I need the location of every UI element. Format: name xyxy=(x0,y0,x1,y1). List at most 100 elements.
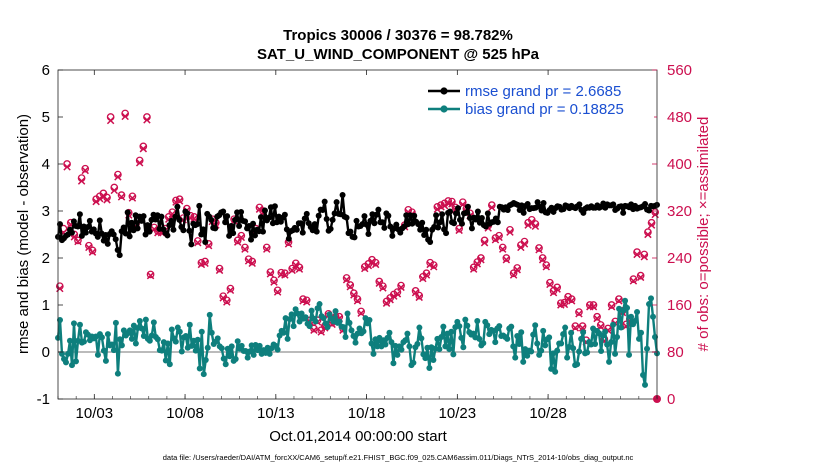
rmse-point xyxy=(184,210,191,217)
rmse-point xyxy=(70,218,77,225)
rmse-point xyxy=(281,211,288,218)
rmse-point xyxy=(194,221,201,228)
left-axis-label: rmse and bias (model - observation) xyxy=(15,114,32,354)
bias-point xyxy=(402,337,409,344)
obs-assimilated-marker xyxy=(593,314,601,323)
bias-point xyxy=(504,335,511,342)
obs-assimilated-marker xyxy=(117,193,126,201)
bias-point xyxy=(530,331,537,338)
bias-point xyxy=(626,351,633,358)
obs-assimilated-marker xyxy=(270,278,278,286)
bias-point xyxy=(386,329,393,336)
rmse-point xyxy=(339,192,346,199)
x-axis-label: Oct.01,2014 00:00:00 start xyxy=(269,428,447,445)
bias-point xyxy=(192,347,199,354)
rmse-point xyxy=(311,221,318,228)
bias-point xyxy=(634,309,641,316)
y-left-tick-label: 1 xyxy=(42,297,50,314)
obs-assimilated-marker xyxy=(143,116,151,124)
bias-point xyxy=(80,338,87,345)
bias-point xyxy=(138,325,145,332)
rmse-point xyxy=(464,203,471,210)
y-right-tick-label: 80 xyxy=(667,344,684,361)
obs-possible-marker xyxy=(593,312,601,321)
rmse-point xyxy=(319,207,326,214)
y-right-tick-label: 560 xyxy=(667,62,692,79)
obs-assimilated-marker xyxy=(146,271,155,280)
rmse-point xyxy=(437,219,444,226)
bias-point xyxy=(416,324,423,331)
rmse-point xyxy=(176,216,183,223)
rmse-point xyxy=(78,232,85,239)
bias-point xyxy=(608,339,615,346)
bias-point xyxy=(182,333,189,340)
rmse-point xyxy=(120,224,127,231)
obs-possible-marker xyxy=(85,241,93,250)
bias-point xyxy=(110,347,117,354)
bias-point xyxy=(606,358,613,365)
obs-possible-marker xyxy=(222,296,231,305)
rmse-point xyxy=(393,221,400,228)
rmse-point xyxy=(232,216,239,223)
footnote-data-file: data file: /Users/raeder/DAI/ATM_forcXX/… xyxy=(163,453,634,462)
bias-point xyxy=(94,351,101,358)
bias-point xyxy=(66,337,73,344)
obs-possible-marker xyxy=(571,322,580,330)
rmse-point xyxy=(86,217,93,224)
obs-assimilated-marker xyxy=(114,173,122,181)
rmse-point xyxy=(443,230,450,237)
rmse-point xyxy=(170,226,177,233)
bias-point xyxy=(578,335,585,342)
bias-point xyxy=(390,360,397,367)
rmse-point xyxy=(180,227,187,234)
bias-point xyxy=(112,319,119,326)
bias-point xyxy=(538,347,545,354)
bias-point xyxy=(114,370,121,377)
obs-assimilated-marker xyxy=(469,265,478,273)
bias-point xyxy=(208,329,215,336)
obs-possible-marker xyxy=(146,270,155,279)
obs-assimilated-marker xyxy=(553,285,561,293)
obs-possible-marker xyxy=(262,243,271,252)
bias-point xyxy=(456,323,463,330)
obs-assimilated-marker xyxy=(135,159,144,167)
obs-assimilated-marker xyxy=(589,303,598,311)
bias-point xyxy=(70,320,77,327)
obs-possible-marker xyxy=(375,277,384,286)
bias-point xyxy=(448,328,455,335)
obs-assimilated-marker xyxy=(542,263,551,271)
obs-possible-marker xyxy=(88,246,97,255)
chart-title-line1: Tropics 30006 / 30376 = 98.782% xyxy=(283,27,513,44)
bias-point xyxy=(280,329,287,336)
obs-possible-marker xyxy=(277,268,286,277)
rmse-point xyxy=(333,199,340,206)
bias-point xyxy=(168,326,175,333)
bias-point xyxy=(62,359,69,366)
rmse-point xyxy=(504,207,511,214)
bias-point xyxy=(492,339,499,346)
rmse-point xyxy=(417,226,424,233)
obs-assimilated-marker xyxy=(63,163,71,171)
obs-possible-marker xyxy=(546,278,554,287)
bias-point xyxy=(516,341,523,348)
bias-point xyxy=(576,348,583,355)
y-right-tick-label: 400 xyxy=(667,156,692,173)
obs-assimilated-marker xyxy=(615,297,623,305)
obs-possible-marker xyxy=(353,295,362,303)
obs-possible-marker xyxy=(273,286,282,295)
obs-assimilated-marker xyxy=(190,214,198,223)
rmse-point xyxy=(146,228,153,235)
rmse-point xyxy=(100,237,107,244)
obs-possible-marker xyxy=(342,274,351,282)
obs-assimilated-marker xyxy=(433,205,442,213)
obs-assimilated-marker xyxy=(281,271,289,279)
bias-point xyxy=(568,329,575,336)
bias-point xyxy=(72,358,79,365)
obs-possible-marker xyxy=(575,308,583,316)
rmse-point xyxy=(248,236,255,243)
obs-assimilated-marker xyxy=(426,260,434,269)
rmse-bias-series xyxy=(55,192,660,388)
obs-possible-marker xyxy=(422,269,431,278)
rmse-point xyxy=(74,223,81,230)
obs-assimilated-marker xyxy=(422,271,431,279)
